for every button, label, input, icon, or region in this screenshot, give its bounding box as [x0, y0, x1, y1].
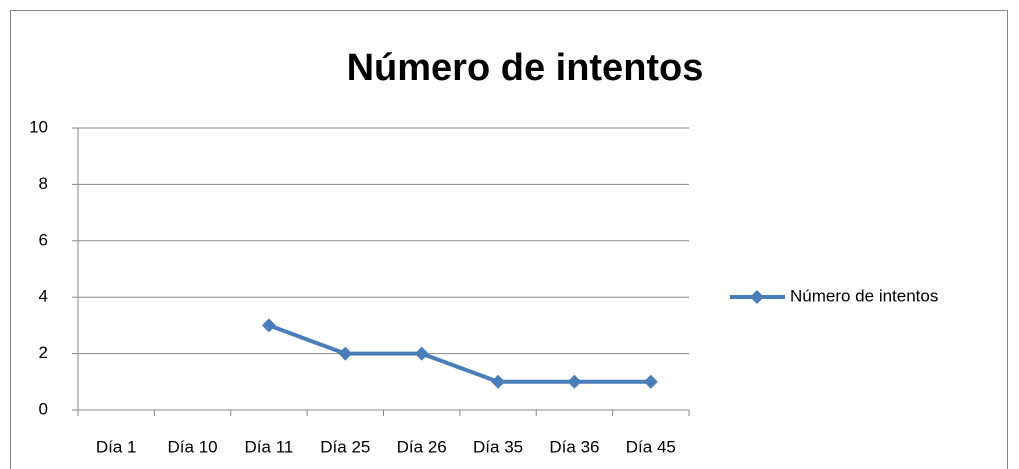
marker	[491, 374, 506, 389]
legend-marker	[750, 290, 764, 304]
x-tick-label: Día 1	[96, 437, 137, 456]
marker	[414, 346, 429, 361]
y-tick-label: 0	[39, 399, 48, 418]
line	[268, 323, 651, 384]
marker	[338, 346, 353, 361]
x-tick-label: Día 26	[397, 437, 447, 456]
chart-frame	[10, 10, 1008, 469]
y-tick-label: 4	[39, 287, 48, 306]
y-tick-label: 2	[39, 343, 48, 362]
x-tick-label: Día 45	[626, 437, 676, 456]
x-tick-label: Día 25	[320, 437, 370, 456]
x-tick-label: Día 10	[168, 437, 218, 456]
x-tick-label: Día 36	[549, 437, 599, 456]
legend-label: Número de intentos	[790, 286, 938, 305]
y-tick-label: 8	[39, 174, 48, 193]
marker	[643, 374, 658, 389]
y-tick-label: 10	[29, 117, 48, 136]
marker	[567, 374, 582, 389]
chart-title: Número de intentos	[347, 47, 704, 89]
x-tick-label: Día 35	[473, 437, 523, 456]
x-tick-label: Día 11	[245, 437, 294, 456]
y-tick-label: 6	[39, 230, 48, 249]
marker	[261, 318, 276, 333]
